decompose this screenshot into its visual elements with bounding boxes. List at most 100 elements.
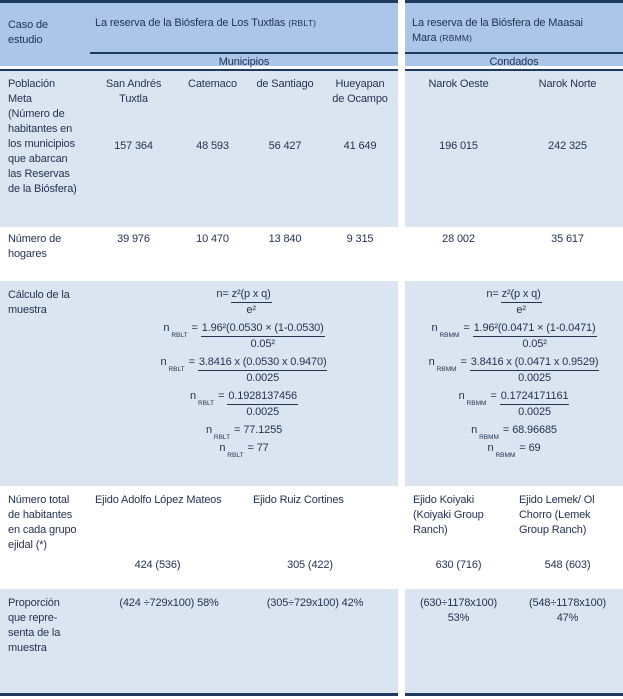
column-header-catemaco: Catemaco [188, 78, 237, 90]
formula-part: RBMM [495, 452, 516, 459]
border-bottom-right [405, 693, 623, 696]
formula-part: 77.1255 [243, 424, 283, 436]
formula-part: n [205, 424, 212, 436]
formula-line: n RBMM = 68.96685 [471, 423, 557, 441]
ejido-name: Ejido Koiyaki (Koiyaki Group Ranch) [413, 494, 484, 536]
formula-line: n RBLT = 77.1255 [205, 423, 283, 441]
group-title-rbmm: La reserva de la Biósfera de Maasai Mara… [412, 16, 607, 46]
group-title-rblt: La reserva de la Biósfera de Los Tuxtlas… [95, 16, 395, 31]
row-label-calculo: Cálculo de la muestra [8, 289, 70, 316]
formula-line: n RBLT = 3.8416 x (0.0530 x 0.9470) 0.0025 [161, 355, 328, 386]
poblacion-value: 157 364 [114, 140, 153, 152]
formula-line: n RBMM = 1.96²(0.0471 × (1-0.0471) 0.05² [431, 321, 597, 352]
formula-part: RBLT [213, 434, 231, 441]
formula-line: n RBMM = 3.8416 x (0.0471 x 0.9529) 0.0025 [429, 355, 600, 386]
formula-part: n [219, 442, 226, 454]
proporcion-band-right [405, 589, 623, 693]
formula-part: RBMM [436, 366, 457, 373]
formula-part: 0.0025 [246, 372, 280, 384]
formula-part: n= [216, 288, 229, 300]
formula-line: n= z²(p x q) e² [486, 287, 542, 318]
ejido-name: Ejido Ruiz Cortines [253, 494, 344, 506]
poblacion-value: 56 427 [268, 140, 302, 152]
formula-part: n [160, 356, 167, 368]
formula-part: z²(p x q) [230, 287, 272, 303]
fraction: z²(p x q) e² [230, 287, 272, 318]
formula-part: 69 [528, 442, 541, 454]
formula-part: 1.96²(0.0530 × (1-0.0530) [200, 321, 325, 337]
fraction: 3.8416 x (0.0530 x 0.9470) 0.0025 [197, 355, 328, 386]
formula-part: RBLT [171, 332, 188, 339]
formula-part: 3.8416 x (0.0471 x 0.9529) [469, 355, 600, 371]
formula-part: 3.8416 x (0.0530 x 0.9470) [197, 355, 328, 371]
row-label-proporcion: Proporción que repre- senta de la muestr… [8, 597, 61, 654]
poblacion-value: 48 593 [196, 140, 229, 152]
formula-line: n RBLT = 1.96²(0.0530 × (1-0.0530) 0.05² [163, 321, 325, 352]
calculo-band-right [405, 281, 623, 486]
formula-line: n RBMM = 0.1724171161 0.0025 [459, 389, 570, 420]
row-label-hogares: Número de hogares [8, 233, 62, 260]
formula-part: 77 [256, 442, 269, 454]
formula-part: RBMM [439, 332, 460, 339]
formula-part: n [471, 424, 478, 436]
proporcion-value: (630÷1178x100) 53% [419, 597, 498, 624]
formula-part: = [519, 442, 526, 454]
formula-part: RBLT [168, 366, 185, 373]
calculo-band-left [0, 281, 398, 486]
formula-part: n [487, 442, 494, 454]
group-abbr-rblt: (RBLT) [288, 18, 317, 28]
ejido-value: 630 (716) [435, 559, 482, 571]
formula-part: n [163, 322, 170, 334]
formula-part: n [190, 390, 196, 402]
group-title-rblt-text: La reserva de la Biósfera de Los Tuxtlas [95, 17, 286, 29]
header-bottom-rule-right [405, 69, 623, 71]
formula-part: n [458, 390, 465, 402]
border-bottom-left [0, 693, 398, 696]
formula-part: 0.1724171161 [499, 389, 570, 405]
proporcion-value: (305÷729x100) 42% [266, 597, 364, 609]
formula-line: n RBLT = 77 [219, 441, 269, 459]
fraction: 1.96²(0.0530 × (1-0.0530) 0.05² [200, 321, 325, 352]
hogares-value: 35 617 [551, 233, 584, 245]
formula-part: 0.05² [250, 338, 275, 350]
formula-part: n [431, 322, 438, 334]
hogares-value: 10 470 [196, 233, 229, 245]
formula-part: 0.05² [522, 338, 547, 350]
poblacion-value: 196 015 [439, 140, 478, 152]
formula-part: RBLT [197, 400, 215, 407]
formula-part: = [490, 390, 497, 402]
header-band-right [405, 0, 623, 66]
poblacion-band-left [0, 71, 398, 227]
group-title-rbmm-text: La reserva de la Biósfera de Maasai Mara [412, 17, 583, 44]
formula-part: 0.0025 [246, 406, 280, 418]
formula-line: n RBMM = 69 [487, 441, 541, 459]
hogares-value: 39 976 [117, 233, 150, 245]
hogares-value: 13 840 [268, 233, 302, 245]
case-study-label: Caso de estudio [8, 19, 48, 46]
formula-part: 0.0025 [518, 372, 551, 384]
formula-line: n= z²(p x q) e² [216, 287, 272, 318]
border-top-right [405, 0, 623, 3]
formula-part: = [463, 322, 470, 334]
header-mid-rule-right [405, 52, 623, 54]
formula-part: n= [486, 288, 499, 300]
formula-block-rblt: n= z²(p x q) e² n RBLT = 1.96²(0.0530 × (1-0.0… [90, 287, 398, 459]
formula-part: z²(p x q) [500, 287, 542, 303]
formula-part: = [502, 424, 510, 436]
ejido-name: Ejido Adolfo López Mateos [95, 494, 222, 506]
ejido-name: Ejido Lemek/ Ol Chorro (Lemek Group Ranc… [519, 494, 595, 536]
header-bottom-rule-left [0, 69, 398, 71]
subheader-municipios: Municipios [218, 56, 270, 68]
header-mid-rule-left [90, 52, 398, 54]
column-header-hueyapan: Hueyapan de Ocampo [332, 78, 388, 105]
formula-part: = [188, 356, 195, 368]
fraction: 0.1928137456 0.0025 [227, 389, 298, 420]
fraction: 1.96²(0.0471 × (1-0.0471) 0.05² [472, 321, 597, 352]
formula-part: 0.0025 [518, 406, 551, 418]
formula-part: 68.96685 [512, 424, 557, 436]
formula-part: = [218, 390, 225, 402]
formula-block-rbmm: n= z²(p x q) e² n RBMM = 1.96²(0.0471 × (1-0.0… [405, 287, 623, 459]
border-top-left [0, 0, 398, 3]
proporcion-value: (548÷1178x100) 47% [528, 597, 607, 624]
fraction: z²(p x q) e² [500, 287, 542, 318]
